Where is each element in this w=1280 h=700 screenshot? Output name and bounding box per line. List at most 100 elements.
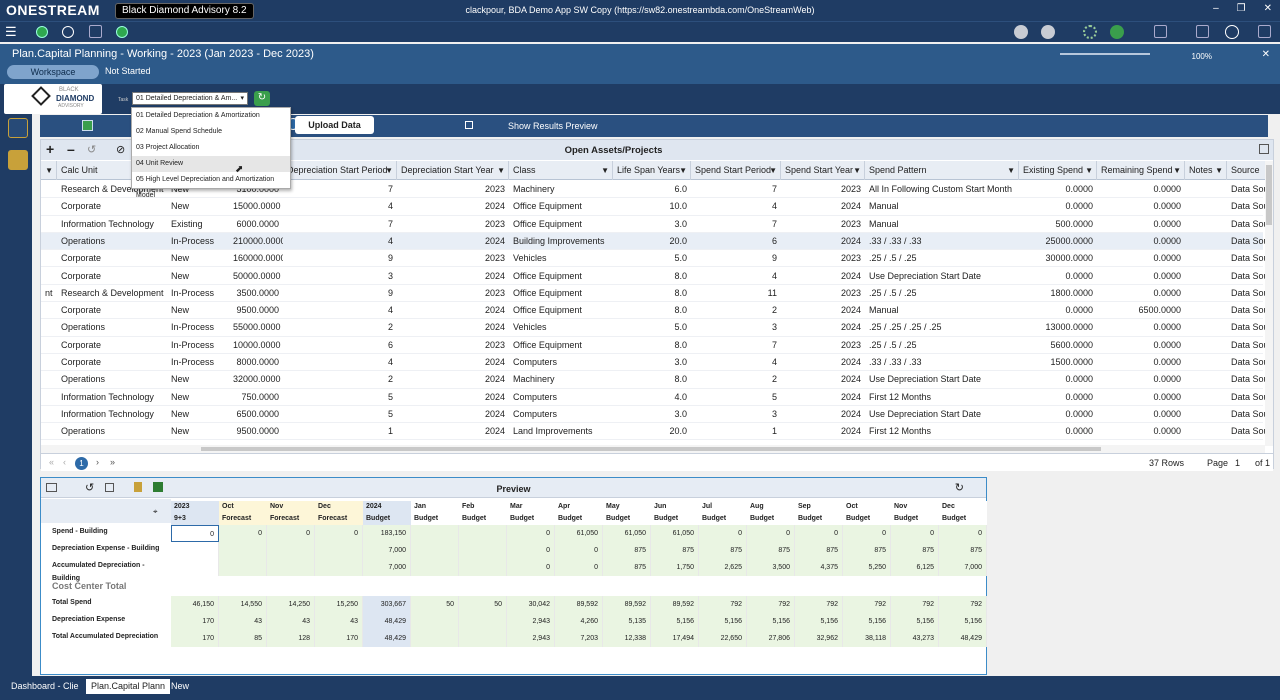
table-cell[interactable]: 2024 [840,374,861,385]
table-cell[interactable]: 9 [387,287,393,298]
table-cell[interactable]: Research & Development [61,287,164,298]
table-cell[interactable]: Information Technology [61,391,154,402]
preview-cell[interactable] [459,630,507,647]
menu-icon[interactable]: ☰ [5,24,17,39]
preview-cell[interactable]: 792 [795,596,843,613]
task-select[interactable]: 01 Detailed Depreciation & Am... ▾ [132,92,248,105]
table-cell[interactable] [41,181,57,198]
table-cell[interactable]: Data Sou [1231,305,1267,316]
last-page-icon[interactable]: » [110,457,116,467]
preview-cell[interactable]: 0 [171,525,219,542]
table-cell[interactable]: 8.0 [674,287,687,298]
column-header[interactable]: Spend Start Year ▼ [781,161,865,180]
table-cell[interactable]: Use Depreciation Start Date [869,270,982,281]
preview-cell[interactable]: 43 [267,613,315,630]
table-cell[interactable]: .33 / .33 / .33 [869,235,922,246]
first-page-icon[interactable]: « [49,457,55,467]
tab-new[interactable]: New [171,681,190,691]
table-cell[interactable]: 4.0 [674,391,687,402]
table-cell[interactable]: 0.0000 [1153,322,1181,333]
table-cell[interactable]: In-Process [171,322,215,333]
preview-cell[interactable]: 46,150 [171,596,219,613]
table-cell[interactable]: 2024 [840,408,861,419]
table-cell[interactable] [41,389,57,406]
preview-cell[interactable] [411,630,459,647]
table-cell[interactable]: 6 [387,339,393,350]
table-cell[interactable]: Data Sou [1231,357,1267,367]
preview-cell[interactable]: 170 [315,630,363,647]
table-cell[interactable] [1185,216,1227,233]
preview-cell[interactable]: 0 [699,525,747,542]
table-cell[interactable]: 5100.0000 [236,184,279,194]
preview-cell[interactable]: 875 [939,542,987,559]
filter-icon[interactable]: ▼ [679,166,687,175]
preview-cell[interactable] [219,559,267,576]
table-cell[interactable] [1185,302,1227,319]
preview-cell[interactable]: 128 [267,630,315,647]
save-icon[interactable] [82,120,93,131]
table-cell[interactable]: 2023 [484,287,505,298]
table-cell[interactable]: All In Following Custom Start Month [869,184,1013,194]
table-cell[interactable]: New [171,253,190,264]
preview-cell[interactable]: 12,338 [603,630,651,647]
preview-cell[interactable]: 50 [411,596,459,613]
table-row[interactable]: Corporate New 9500.0000 4 2024 Office Equipme… [41,302,1267,320]
restore-icon[interactable]: ❐ [1236,3,1246,14]
table-cell[interactable]: 2024 [840,235,861,246]
preview-cell[interactable] [459,542,507,559]
table-cell[interactable]: New [171,408,190,419]
table-cell[interactable]: 210000.0000 [233,235,283,246]
table-cell[interactable]: Data Sou [1231,391,1267,402]
preview-cell[interactable]: 875 [603,542,651,559]
table-cell[interactable]: 0.0000 [1065,201,1093,212]
table-cell[interactable]: 2023 [484,253,505,264]
filter-icon[interactable]: ▼ [385,166,393,175]
table-cell[interactable]: 2023 [484,339,505,350]
table-cell[interactable] [1185,354,1227,371]
table-cell[interactable]: 2024 [840,391,861,402]
preview-cell[interactable]: 5,156 [939,613,987,630]
task-option-hovered[interactable]: 04 Unit Review [132,156,290,172]
table-row[interactable]: Research & Development New 5100.0000 7 2023 M… [41,181,1267,199]
preview-cell[interactable]: 0 [795,525,843,542]
table-cell[interactable]: Information Technology [61,218,154,229]
table-cell[interactable]: 0.0000 [1065,305,1093,316]
table-cell[interactable]: Use Depreciation Start Date [869,408,982,419]
preview-cell[interactable]: 183,150 [363,525,411,542]
remove-row-icon[interactable]: – [67,141,75,157]
table-cell[interactable]: 5.0 [674,253,687,264]
table-cell[interactable] [1185,233,1227,250]
preview-cell[interactable]: 89,592 [555,596,603,613]
table-cell[interactable]: Manual [869,218,899,229]
preview-cell[interactable]: 792 [939,596,987,613]
table-cell[interactable]: Data Sou [1231,253,1267,264]
preview-cell[interactable] [219,542,267,559]
table-cell[interactable]: Data Sou [1231,408,1267,419]
table-cell[interactable]: Data Sou [1231,339,1267,350]
next-page-icon[interactable]: › [96,457,99,467]
preview-cell[interactable]: 0 [507,525,555,542]
filter-icon[interactable]: ▼ [769,166,777,175]
preview-cell[interactable]: 2,625 [699,559,747,576]
table-cell[interactable]: 7 [771,218,777,229]
table-cell[interactable]: 0.0000 [1153,426,1181,437]
preview-cell[interactable]: 38,118 [843,630,891,647]
table-cell[interactable]: Data Sou [1231,426,1267,437]
preview-cell[interactable]: 7,203 [555,630,603,647]
task-option[interactable]: 01 Detailed Depreciation & Amortization [136,112,260,119]
filter-icon[interactable]: ▼ [1215,166,1223,175]
preview-cell[interactable]: 0 [507,559,555,576]
table-cell[interactable]: Research & Development [61,184,164,194]
upload-data-button[interactable]: Upload Data [295,116,374,134]
table-cell[interactable]: Corporate [61,201,102,212]
table-cell[interactable]: 4 [771,201,777,212]
table-row[interactable]: Operations New 32000.0000 2 2024 Machinery 8.0… [41,371,1267,389]
table-cell[interactable]: In-Process [171,357,215,367]
table-cell[interactable]: 0.0000 [1153,270,1181,281]
table-cell[interactable]: 2024 [484,235,505,246]
prev-page-icon[interactable]: ‹ [63,457,66,467]
table-cell[interactable] [41,250,57,267]
table-cell[interactable]: 0.0000 [1065,270,1093,281]
processing-icon[interactable] [1083,25,1097,39]
table-cell[interactable] [1185,319,1227,336]
